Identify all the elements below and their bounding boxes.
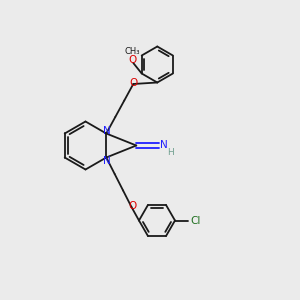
Text: O: O <box>129 55 137 65</box>
Text: N: N <box>160 140 168 150</box>
Text: CH₃: CH₃ <box>125 47 140 56</box>
Text: N: N <box>103 125 111 136</box>
Text: N: N <box>103 155 111 166</box>
Text: O: O <box>128 201 136 212</box>
Text: H: H <box>167 148 174 157</box>
Text: Cl: Cl <box>190 215 200 226</box>
Text: O: O <box>129 78 137 88</box>
